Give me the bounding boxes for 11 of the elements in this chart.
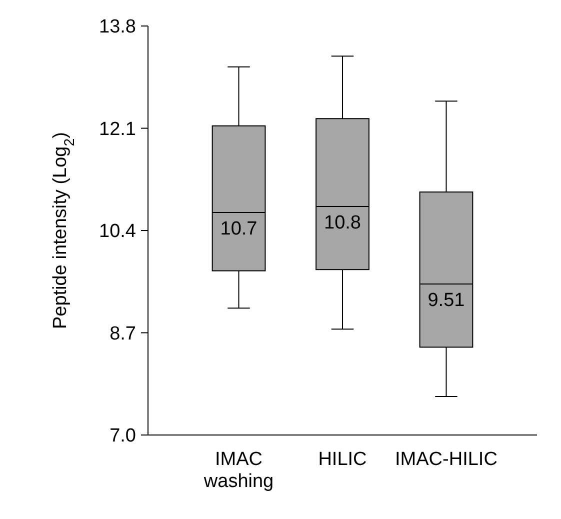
text: 10.8	[324, 212, 361, 234]
y-tick-label: 12.1	[99, 118, 136, 140]
text: 10.7	[220, 218, 258, 240]
y-tick-label: 13.8	[99, 16, 136, 38]
x-tick-label: IMAC washing	[202, 449, 274, 492]
y-tick-label: 8.7	[110, 323, 136, 344]
y-tick-label: 10.4	[99, 221, 136, 242]
y-tick-label: 7.0	[110, 426, 136, 447]
text: 9.51	[428, 290, 465, 312]
x-tick-label: HILIC	[318, 449, 367, 470]
x-tick-label: IMAC-HILIC	[395, 449, 498, 470]
